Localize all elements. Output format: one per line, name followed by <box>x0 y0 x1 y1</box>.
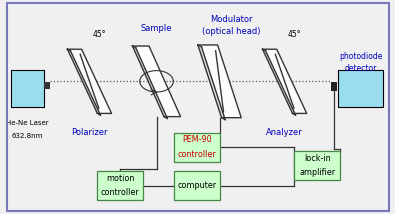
Text: computer: computer <box>177 181 216 190</box>
FancyBboxPatch shape <box>174 171 220 200</box>
Text: detector: detector <box>344 64 377 73</box>
Polygon shape <box>132 46 167 118</box>
FancyBboxPatch shape <box>338 70 383 107</box>
Text: Modulator: Modulator <box>210 15 253 24</box>
Text: lock-in: lock-in <box>304 154 331 163</box>
Text: controller: controller <box>101 188 139 197</box>
Text: Polarizer: Polarizer <box>71 128 108 137</box>
Polygon shape <box>68 49 111 113</box>
Text: amplifier: amplifier <box>299 168 335 177</box>
Bar <box>44 82 50 89</box>
Bar <box>331 82 337 91</box>
Text: 632.8nm: 632.8nm <box>11 133 43 139</box>
Text: motion: motion <box>106 174 134 183</box>
Polygon shape <box>263 49 295 115</box>
Text: Sample: Sample <box>141 24 172 33</box>
Polygon shape <box>198 45 225 120</box>
Polygon shape <box>68 49 100 115</box>
FancyBboxPatch shape <box>98 171 143 200</box>
Text: He-Ne Laser: He-Ne Laser <box>6 120 49 126</box>
Text: 45°: 45° <box>92 30 106 39</box>
Polygon shape <box>132 46 181 117</box>
FancyBboxPatch shape <box>295 151 340 180</box>
Text: Analyzer: Analyzer <box>266 128 303 137</box>
Text: (optical head): (optical head) <box>202 27 261 36</box>
FancyBboxPatch shape <box>11 70 44 107</box>
Text: controller: controller <box>177 150 216 159</box>
Text: 45°: 45° <box>288 30 301 39</box>
Text: photodiode: photodiode <box>339 52 382 61</box>
Polygon shape <box>198 45 241 118</box>
Polygon shape <box>263 49 307 113</box>
FancyBboxPatch shape <box>174 133 220 162</box>
Text: PEM-90: PEM-90 <box>182 135 212 144</box>
